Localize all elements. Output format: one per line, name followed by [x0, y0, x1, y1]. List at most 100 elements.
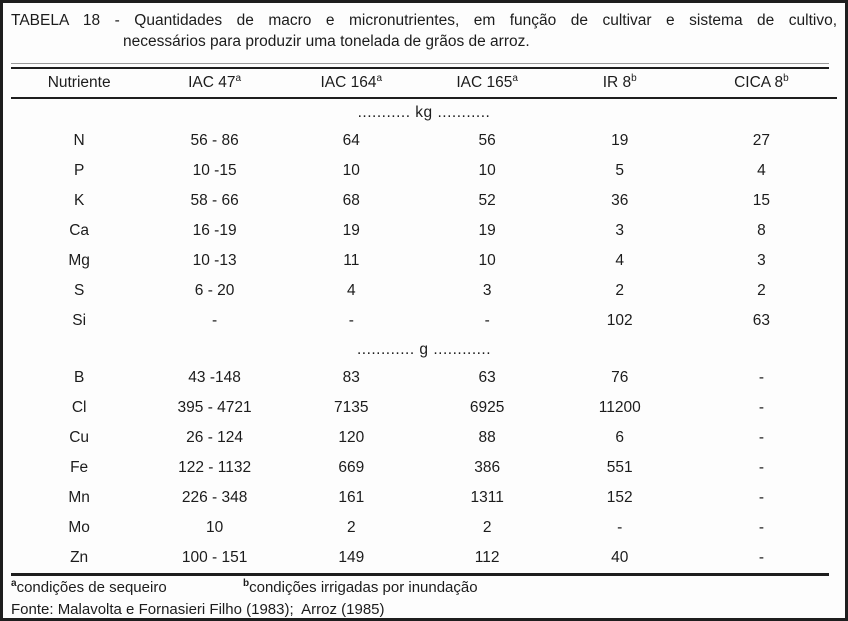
value-cell: 669 — [338, 459, 365, 476]
column-header-iac47: IAC 47a — [147, 69, 282, 99]
source-line: Fonte: Malavolta e Fornasieri Filho (198… — [11, 601, 385, 618]
value-cell: 395 - 4721 — [177, 399, 252, 416]
table-row: N 56 - 86 64 56 19 27 — [11, 126, 837, 156]
nutrient-cell: K — [73, 192, 85, 209]
nutrient-cell: Cu — [69, 429, 90, 446]
nutrient-cell: Mn — [68, 489, 90, 506]
value-cell: - — [758, 489, 764, 506]
value-cell: 2 — [482, 519, 492, 536]
nutrient-cell: N — [73, 132, 85, 149]
value-cell: 27 — [752, 132, 771, 149]
value-cell: 6 - 20 — [194, 282, 235, 299]
value-cell: 11 — [343, 252, 360, 269]
value-cell: - — [212, 312, 218, 329]
header-row: Nutriente IAC 47a IAC 164a IAC 165a IR 8… — [11, 69, 837, 99]
column-header-cica8: CICA 8b — [685, 69, 837, 99]
value-cell: - — [758, 459, 764, 476]
table-title-line1: TABELA 18 - Quantidades de macro e micro… — [11, 12, 837, 29]
table-row: Mo 10 2 2 - - — [11, 513, 837, 543]
table-row: K 58 - 66 68 52 36 15 — [11, 186, 837, 216]
table-row: Cu 26 - 124 120 88 6 - — [11, 423, 837, 453]
footnote-b-marker: b — [243, 578, 250, 589]
value-cell: 10 — [205, 519, 224, 536]
value-cell: 1311 — [470, 489, 504, 506]
value-cell: 2 — [615, 282, 625, 299]
value-cell: 161 — [338, 489, 365, 506]
table-row: Si - - - 102 63 — [11, 306, 837, 336]
footnotes: acondições de sequeiro bcondições irrigad… — [11, 578, 837, 597]
footnote-marker: a — [235, 72, 242, 84]
nutrient-cell: S — [73, 282, 85, 299]
value-cell: 56 — [478, 132, 496, 149]
unit-label: ........... kg ........... — [357, 103, 491, 121]
nutrient-cell: Zn — [70, 549, 89, 566]
value-cell: 19 — [478, 222, 496, 239]
value-cell: - — [758, 399, 764, 416]
value-cell: 122 - 1132 — [178, 459, 252, 476]
value-cell: 11200 — [598, 399, 641, 416]
value-cell: - — [758, 429, 764, 446]
table-row: P 10 -15 10 10 5 4 — [11, 156, 837, 186]
table-row: B 43 -148 83 63 76 - — [11, 363, 837, 393]
unit-label: ............ g ............ — [356, 340, 492, 358]
value-cell: 3 — [615, 222, 625, 239]
bottom-rule — [11, 573, 829, 576]
value-cell: 8 — [757, 222, 766, 239]
value-cell: 88 — [478, 429, 496, 446]
nutrient-cell: Fe — [70, 459, 89, 476]
value-cell: 68 — [342, 192, 360, 209]
value-cell: 19 — [342, 222, 360, 239]
table-row: S 6 - 20 4 3 2 2 — [11, 276, 837, 306]
footnote-a: acondições de sequeiro — [11, 578, 243, 597]
value-cell: 63 — [752, 312, 771, 329]
footnote-marker: b — [783, 72, 789, 84]
value-cell: 2 — [346, 519, 356, 536]
nutrient-cell: P — [73, 162, 85, 179]
nutrient-cell: Mg — [68, 252, 90, 269]
value-cell: 386 — [474, 459, 501, 476]
footnote-b: bcondições irrigadas por inundação — [243, 578, 478, 597]
value-cell: 149 — [338, 549, 365, 566]
value-cell: 5 — [615, 162, 625, 179]
value-cell: 100 - 151 — [181, 549, 248, 566]
nutrient-cell: Ca — [69, 222, 90, 239]
value-cell: 43 -148 — [188, 369, 241, 386]
footnote-marker: a — [376, 72, 383, 84]
column-header-nutriente: Nutriente — [11, 69, 148, 99]
nutrient-cell: B — [73, 369, 85, 386]
value-cell: 15 — [752, 192, 771, 209]
footnote-marker: b — [631, 72, 637, 84]
value-cell: 152 — [606, 489, 633, 506]
table-header: Nutriente IAC 47a IAC 164a IAC 165a IR 8… — [11, 69, 837, 99]
value-cell: 112 — [474, 549, 500, 566]
value-cell: 36 — [611, 192, 629, 209]
value-cell: 3 — [757, 252, 766, 269]
table-title-line2: necessários para produzir uma tonelada d… — [123, 33, 530, 50]
value-cell: 4 — [757, 162, 766, 179]
value-cell: 10 — [478, 162, 496, 179]
column-header-iac165: IAC 165a — [420, 69, 554, 99]
footnote-a-marker: a — [11, 578, 17, 589]
value-cell: 120 — [338, 429, 365, 446]
value-cell: 10 -15 — [192, 162, 237, 179]
value-cell: 4 — [346, 282, 356, 299]
table-row: Fe 122 - 1132 669 386 551 - — [11, 453, 837, 483]
value-cell: 4 — [615, 252, 625, 269]
value-cell: 7135 — [334, 399, 369, 416]
nutrient-cell: Cl — [71, 399, 87, 416]
value-cell: 6 — [615, 429, 625, 446]
footnote-b-text: condições irrigadas por inundação — [249, 579, 478, 596]
value-cell: 56 - 86 — [190, 132, 239, 149]
value-cell: 52 — [478, 192, 496, 209]
table-title: TABELA 18 - Quantidades de macro e micro… — [11, 10, 837, 52]
value-cell: 83 — [342, 369, 360, 386]
value-cell: 3 — [482, 282, 492, 299]
value-cell: 76 — [611, 369, 629, 386]
table-row: Cl 395 - 4721 7135 6925 11200 - — [11, 393, 837, 423]
table-body: ........... kg ........... N 56 - 86 6 4 56 19… — [11, 98, 837, 573]
value-cell: 58 - 66 — [190, 192, 239, 209]
value-cell: - — [348, 312, 354, 329]
value-cell: 26 - 124 — [186, 429, 244, 446]
value-cell: - — [617, 519, 623, 536]
